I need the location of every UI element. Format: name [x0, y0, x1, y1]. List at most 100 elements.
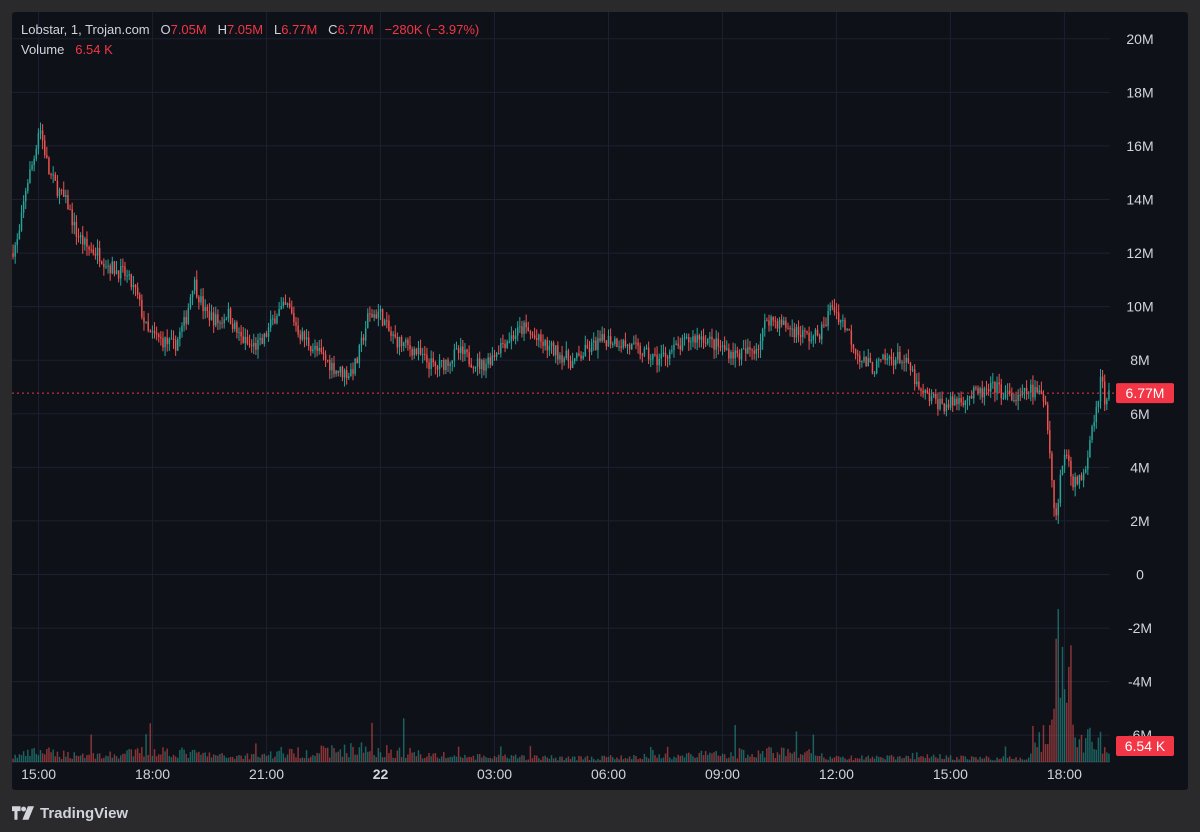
candle-body: [764, 320, 766, 329]
candle-body: [692, 336, 694, 342]
volume-bar: [618, 759, 620, 762]
open-label: O: [160, 22, 171, 37]
volume-bar: [850, 755, 853, 762]
candle-body: [698, 335, 701, 340]
candle-body: [257, 339, 259, 350]
volume-bar: [343, 744, 346, 762]
volume-bar: [859, 758, 861, 762]
volume-bar: [827, 759, 829, 762]
volume-bar: [812, 734, 815, 762]
candle-body: [221, 322, 223, 324]
candle-body: [609, 336, 612, 345]
candle-body: [430, 358, 432, 369]
volume-bar: [825, 759, 827, 762]
volume-bar: [637, 759, 639, 762]
volume-bar: [797, 757, 800, 762]
volume-bar: [212, 754, 215, 762]
volume-bar: [749, 756, 751, 762]
candle-body: [736, 350, 739, 354]
volume-bar: [20, 755, 23, 762]
volume-bar: [81, 753, 84, 762]
candle-body: [595, 340, 597, 350]
candle-body: [1106, 399, 1108, 405]
candle-body: [316, 345, 318, 351]
volume-label[interactable]: Volume: [21, 42, 65, 57]
volume-bar: [704, 751, 707, 762]
volume-bar: [789, 752, 791, 762]
volume-bar: [468, 756, 470, 762]
volume-bar: [683, 757, 686, 762]
volume-bar: [1072, 724, 1074, 762]
candle-body: [177, 339, 179, 351]
volume-bar: [846, 759, 848, 762]
price-chart[interactable]: 20M18M16M14M12M10M8M6M4M2M0-2M-4M-6M15:0…: [12, 12, 1188, 790]
volume-bar: [540, 759, 542, 762]
volume-bar: [94, 758, 97, 762]
price-badges: 6.77M 6.54 K: [1116, 383, 1174, 756]
volume-bar: [550, 755, 553, 762]
volume-bar: [966, 759, 969, 762]
candle-body: [956, 398, 958, 405]
candle-body: [677, 343, 679, 346]
volume-bar: [928, 758, 931, 762]
candle-body: [983, 388, 986, 398]
candle-body: [998, 382, 1000, 385]
candle-body: [920, 388, 922, 391]
volume-bar: [981, 758, 983, 762]
volume-bar: [398, 747, 401, 762]
volume-bar: [14, 754, 16, 762]
volume-bar: [1099, 731, 1102, 762]
candle-body: [740, 349, 743, 360]
y-tick-label: 12M: [1126, 245, 1153, 261]
volume-bar: [535, 755, 538, 762]
candle-body: [223, 319, 225, 324]
volume-bar: [766, 748, 768, 762]
candle-body: [485, 363, 487, 371]
volume-bar: [1055, 638, 1057, 762]
volume-bar: [968, 759, 971, 762]
volume-bar: [73, 752, 76, 762]
candle-body: [943, 403, 945, 412]
volume-bar: [630, 759, 633, 762]
volume-bar: [153, 749, 156, 762]
candle-body: [215, 314, 217, 326]
volume-bar: [1004, 746, 1007, 762]
volume-bar: [578, 755, 580, 762]
chart-frame[interactable]: 20M 18M 16M 14M 12M 10M 8M 6M 4M 2M 0 -2M -4M -6M 15:0…: [12, 12, 1188, 790]
candle-body: [808, 332, 810, 342]
candle-body: [481, 360, 483, 370]
volume-bar: [945, 755, 948, 762]
candle-body: [873, 373, 876, 375]
volume-bar: [295, 757, 297, 762]
candle-body: [869, 358, 872, 363]
candle-body: [679, 345, 682, 350]
tradingview-footer[interactable]: TradingView: [12, 802, 128, 824]
volume-bar: [962, 755, 964, 762]
volume-bar: [12, 758, 14, 762]
candle-body: [816, 329, 819, 336]
volume-bar: [909, 758, 912, 762]
volume-bar: [1080, 734, 1083, 762]
volume-bar: [478, 754, 481, 762]
volume-bar: [533, 755, 536, 762]
candle-body: [453, 349, 456, 361]
symbol-label[interactable]: Lobstar, 1, Trojan.com: [21, 22, 150, 37]
volume-bar: [894, 759, 897, 762]
candle-body: [783, 320, 785, 325]
volume-bar: [424, 757, 426, 762]
volume-bar: [565, 758, 568, 762]
volume-bar: [531, 758, 534, 762]
volume-bar: [814, 755, 817, 762]
volume-bar: [747, 754, 749, 762]
candle-body: [901, 361, 903, 363]
x-tick-label: 09:00: [705, 766, 740, 782]
high-label: H: [217, 22, 227, 37]
volume-bar: [1078, 739, 1081, 762]
volume-bar: [204, 752, 206, 762]
candle-body: [732, 351, 734, 359]
candle-body: [189, 297, 192, 308]
candle-body: [1084, 469, 1087, 473]
volume-bar: [580, 756, 582, 762]
volume-bar: [916, 752, 918, 762]
volume-bar: [111, 757, 114, 762]
